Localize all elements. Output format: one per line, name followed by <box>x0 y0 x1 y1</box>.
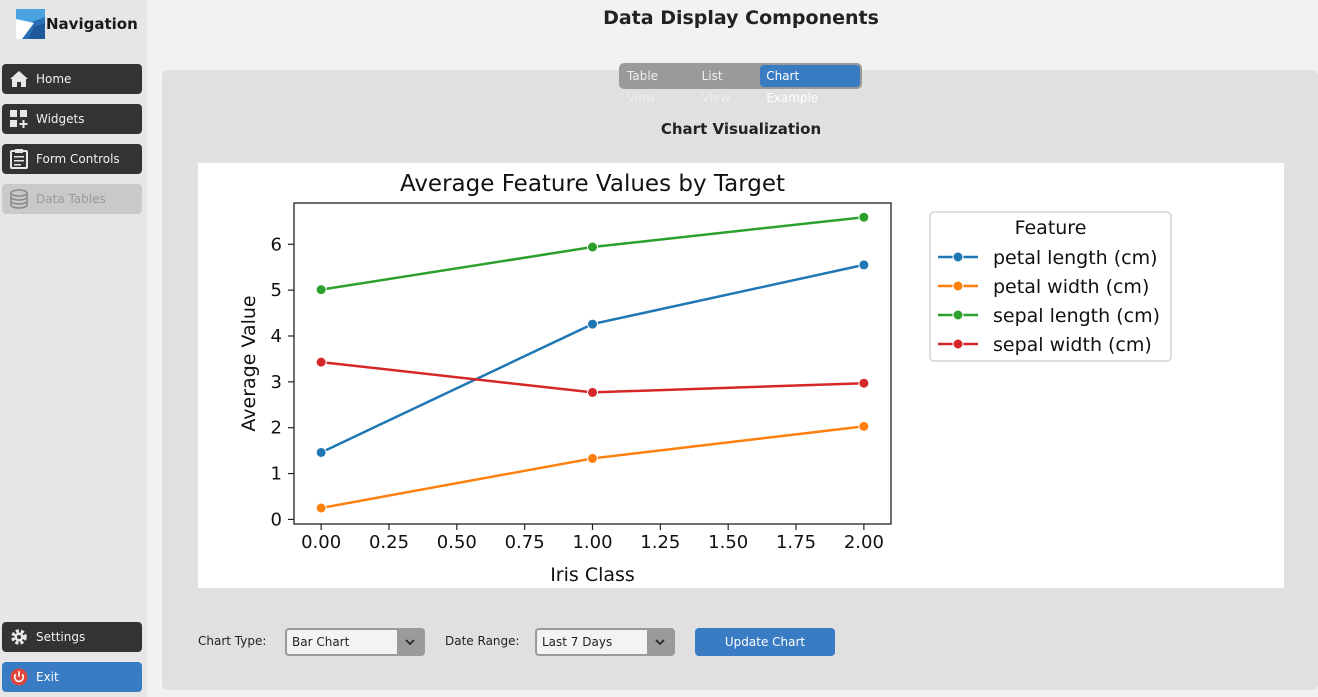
brand-title: Navigation <box>46 15 138 33</box>
chevron-down-icon[interactable] <box>397 630 423 654</box>
y-tick-label: 1 <box>271 464 282 485</box>
series-line <box>320 263 865 454</box>
chart-title: Average Feature Values by Target <box>400 171 785 197</box>
data-point <box>587 452 598 464</box>
legend-entry: sepal width (cm) <box>993 334 1152 356</box>
sidebar: Navigation Home Widgets Form Controls Da <box>0 0 147 697</box>
chevron-down-icon[interactable] <box>647 630 673 654</box>
sidebar-item-form-controls[interactable]: Form Controls <box>2 144 142 174</box>
x-tick-label: 0.25 <box>369 532 409 553</box>
y-tick-label: 3 <box>271 372 282 393</box>
legend-marker <box>952 251 964 263</box>
date-range-label: Date Range: <box>445 634 520 648</box>
x-tick-label: 1.00 <box>572 532 612 553</box>
home-icon <box>8 68 30 90</box>
sidebar-item-settings[interactable]: Settings <box>2 622 142 652</box>
sidebar-item-label: Widgets <box>36 112 85 126</box>
line-chart: Average Feature Values by Target 0.00 0.25… <box>238 171 1172 586</box>
brand: Navigation <box>16 8 138 40</box>
legend-entry: sepal length (cm) <box>993 305 1160 327</box>
data-point <box>587 386 598 398</box>
data-point <box>315 356 327 368</box>
x-tick-label: 0.75 <box>505 532 545 553</box>
sidebar-item-exit[interactable]: Exit <box>2 662 142 692</box>
update-chart-button[interactable]: Update Chart <box>695 628 835 656</box>
logo-icon <box>16 9 45 39</box>
series-line <box>320 215 865 291</box>
x-axis-label: Iris Class <box>550 564 635 586</box>
data-point <box>858 377 870 389</box>
tab-table-view[interactable]: Table View <box>627 69 659 105</box>
date-range-value: Last 7 Days <box>542 635 613 649</box>
database-icon <box>8 188 30 210</box>
chart-type-value: Bar Chart <box>292 635 350 649</box>
series-line <box>320 425 865 510</box>
sidebar-item-home[interactable]: Home <box>2 64 142 94</box>
legend-title: Feature <box>1015 217 1087 239</box>
legend-marker <box>952 309 964 321</box>
data-point <box>315 446 327 458</box>
chart-type-select[interactable]: Bar Chart <box>285 628 425 656</box>
data-point <box>587 318 598 330</box>
sidebar-item-label: Form Controls <box>36 152 120 166</box>
data-point <box>858 211 870 223</box>
x-tick-label: 1.25 <box>640 532 680 553</box>
page-title: Data Display Components <box>603 7 879 29</box>
y-tick-label: 4 <box>271 326 282 347</box>
tab-chart-example[interactable]: Chart Example <box>760 65 860 105</box>
chart-type-label: Chart Type: <box>198 634 267 648</box>
tab-list-view[interactable]: List View <box>701 69 731 105</box>
y-tick-label: 2 <box>271 418 282 439</box>
data-point <box>587 241 598 253</box>
chart-container: Average Feature Values by Target 0.00 0.25… <box>198 163 1284 588</box>
x-tick-label: 1.75 <box>776 532 816 553</box>
data-point <box>315 284 327 296</box>
sidebar-item-label: Settings <box>36 630 86 644</box>
sidebar-item-widgets[interactable]: Widgets <box>2 104 142 134</box>
legend-box <box>929 211 1172 362</box>
x-tick-label: 2.00 <box>844 532 884 553</box>
widgets-icon <box>8 108 30 130</box>
data-point <box>315 502 327 514</box>
sidebar-item-data-tables[interactable]: Data Tables <box>2 184 142 214</box>
power-icon <box>8 666 30 688</box>
legend-entry: petal width (cm) <box>993 276 1149 298</box>
y-axis-label: Average Value <box>238 295 260 431</box>
data-point <box>858 420 870 432</box>
sidebar-item-label: Exit <box>36 670 59 684</box>
legend-marker <box>952 280 964 292</box>
x-tick-label: 0.50 <box>437 532 477 553</box>
date-range-select[interactable]: Last 7 Days <box>535 628 675 656</box>
gear-icon <box>8 626 30 648</box>
data-point <box>858 259 870 271</box>
clipboard-icon <box>8 148 30 170</box>
y-tick-label: 0 <box>271 509 282 530</box>
y-tick-label: 5 <box>271 280 282 301</box>
legend-marker <box>952 338 964 350</box>
section-title: Chart Visualization <box>660 120 822 138</box>
sidebar-item-label: Home <box>36 72 72 86</box>
x-tick-label: 1.50 <box>708 532 748 553</box>
y-tick-label: 6 <box>271 234 282 255</box>
view-tabs: Table View List View Chart Example <box>619 63 862 105</box>
sidebar-item-label: Data Tables <box>36 192 106 206</box>
x-tick-label: 0.00 <box>301 532 341 553</box>
legend-entry: petal length (cm) <box>993 247 1158 269</box>
